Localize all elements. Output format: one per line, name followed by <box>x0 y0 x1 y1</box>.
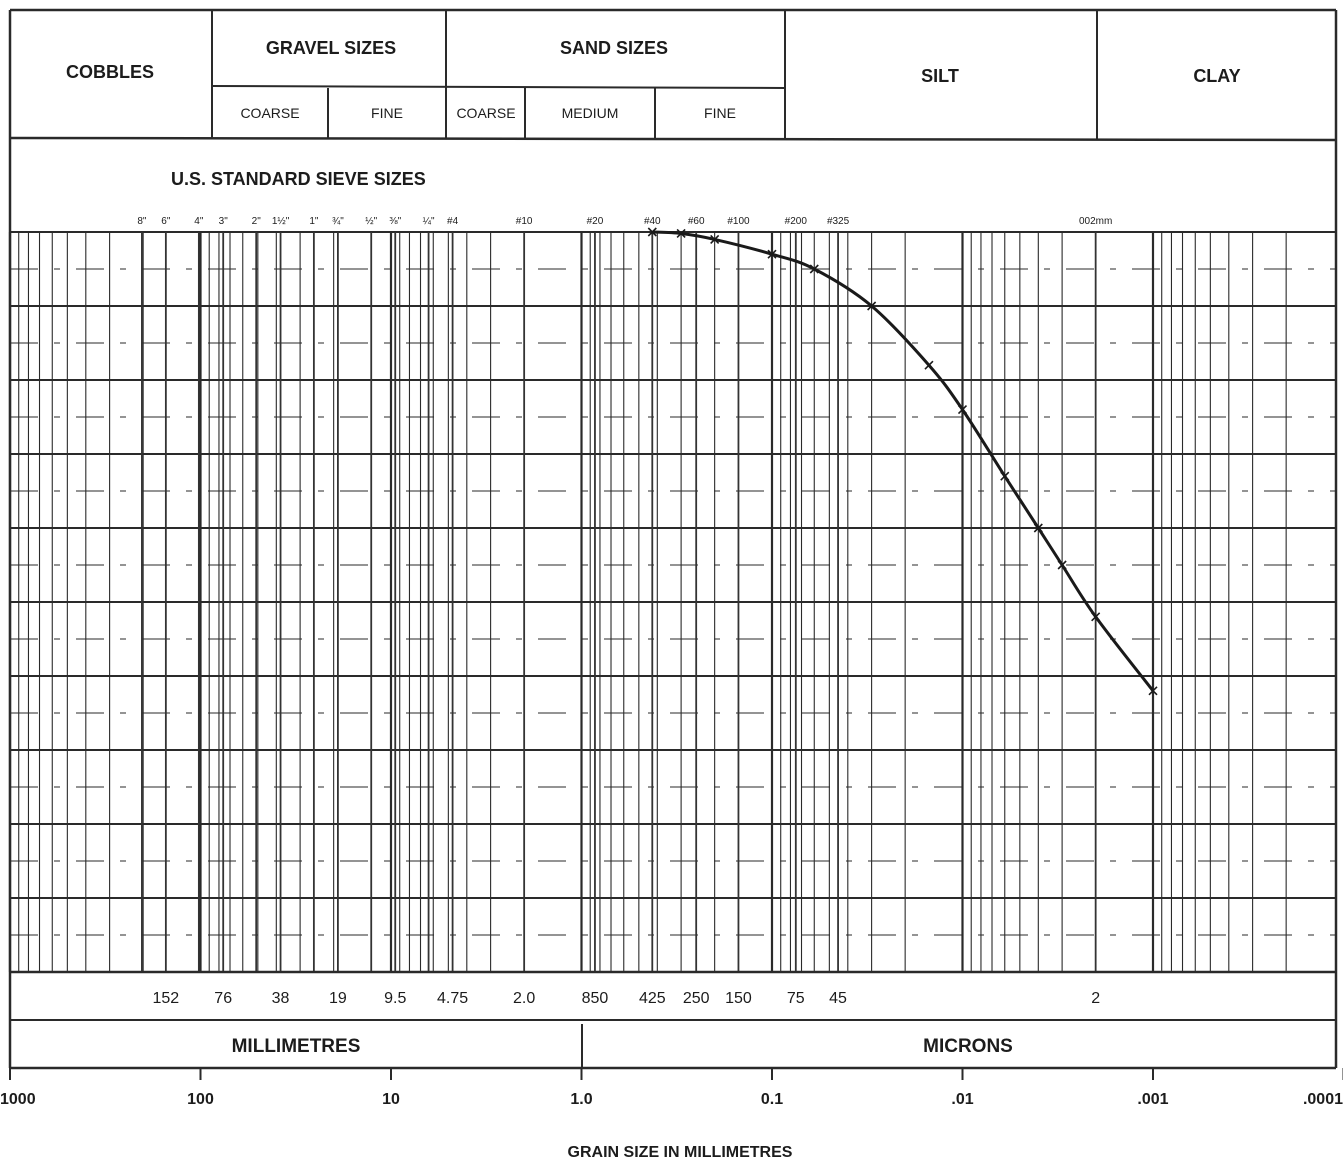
size-label: 425 <box>639 990 666 1007</box>
data-point-marker <box>676 228 686 239</box>
size-label: 19 <box>329 990 347 1007</box>
data-point-marker <box>647 227 657 237</box>
x-tick-label: 0.1 <box>761 1091 783 1108</box>
millimetres-label: MILLIMETRES <box>232 1036 361 1057</box>
gravel-coarse-label: COARSE <box>240 105 299 121</box>
clay-header: CLAY <box>1193 66 1240 86</box>
plot-grid <box>8 231 1336 973</box>
gradation-line <box>652 230 1155 692</box>
sand-medium-label: MEDIUM <box>562 105 619 121</box>
frame-line <box>211 85 786 89</box>
sand-fine-label: FINE <box>704 105 736 121</box>
microns-label: MICRONS <box>923 1036 1013 1057</box>
x-tick-label: .001 <box>1137 1091 1168 1108</box>
data-point-marker <box>924 360 934 370</box>
size-labels: 152 76 38 19 9.5 4.75 2.0 850 425 250 150 75 45 2 <box>153 990 1101 1007</box>
size-label: 850 <box>582 990 609 1007</box>
sieve-label: #200 <box>785 216 808 227</box>
size-label: 150 <box>725 990 752 1007</box>
sieve-label: 1½" <box>272 216 290 227</box>
sieve-label: 2" <box>252 216 262 227</box>
sand-sizes-header: SAND SIZES <box>560 38 668 58</box>
sand-coarse-label: COARSE <box>456 105 515 121</box>
x-tick-label: 1000 <box>0 1091 36 1108</box>
size-label: 152 <box>153 990 180 1007</box>
sieve-label: #40 <box>644 216 661 227</box>
size-label: 76 <box>214 990 232 1007</box>
sieve-label: ¼" <box>423 215 435 227</box>
sieve-label: 8" <box>137 216 147 227</box>
sieve-label: 6" <box>161 216 171 227</box>
data-point-marker <box>809 264 819 274</box>
x-axis-label: GRAIN SIZE IN MILLIMETRES <box>568 1144 793 1161</box>
sieve-labels: 8" 6" 4" 3" 2" 1½" 1" ¾" ½" ⅜" ¼" #4 #10 #20 #40 #60 #10… <box>137 215 1112 227</box>
size-label: 4.75 <box>437 990 468 1007</box>
data-point-marker <box>1000 471 1010 481</box>
silt-header: SILT <box>921 66 959 86</box>
size-label: 75 <box>787 990 805 1007</box>
size-label: 2 <box>1091 990 1100 1007</box>
data-point-marker <box>767 249 777 259</box>
sieve-label: #4 <box>447 216 459 227</box>
gravel-fine-label: FINE <box>371 105 403 121</box>
sieve-label: #325 <box>827 216 850 227</box>
data-point-marker <box>867 301 877 311</box>
sieve-label: #100 <box>727 216 750 227</box>
data-point-marker <box>1091 612 1101 622</box>
data-point-marker <box>957 405 968 415</box>
size-label: 38 <box>272 990 290 1007</box>
sieve-label: #10 <box>516 216 533 227</box>
size-label: 9.5 <box>384 990 406 1007</box>
sieve-label: 1" <box>309 216 319 227</box>
cobbles-header: COBBLES <box>66 62 154 82</box>
data-point-marker <box>710 234 720 244</box>
sieve-label: #60 <box>688 216 705 227</box>
gradation-curve <box>647 227 1158 696</box>
data-point-marker <box>1057 560 1067 570</box>
sieve-label: #20 <box>587 216 604 227</box>
sieve-label: ⅜" <box>389 216 401 227</box>
data-point-marker <box>1033 523 1043 533</box>
sieve-sizes-title: U.S. STANDARD SIEVE SIZES <box>171 169 426 189</box>
size-label: 250 <box>683 990 710 1007</box>
x-tick-label: .01 <box>951 1091 973 1108</box>
sieve-label: ½" <box>365 216 377 227</box>
x-tick-label: 100 <box>187 1091 214 1108</box>
table-frame <box>8 8 1338 1070</box>
x-tick-label: 10 <box>382 1091 400 1108</box>
x-tick-label: 1.0 <box>570 1091 592 1108</box>
size-label: 2.0 <box>513 990 535 1007</box>
sieve-label: 4" <box>194 216 204 227</box>
sieve-label: 3" <box>219 216 229 227</box>
size-label: 45 <box>829 990 847 1007</box>
x-axis-ticks: 1000 100 10 1.0 0.1 .01 .001 .0001 <box>0 1068 1343 1108</box>
sieve-label: 002mm <box>1079 216 1112 227</box>
sieve-label: ¾" <box>332 216 344 227</box>
gravel-sizes-header: GRAVEL SIZES <box>266 38 396 58</box>
data-point-marker <box>1148 686 1158 696</box>
x-tick-label: .0001 <box>1303 1091 1343 1108</box>
frame-line <box>9 136 1337 142</box>
